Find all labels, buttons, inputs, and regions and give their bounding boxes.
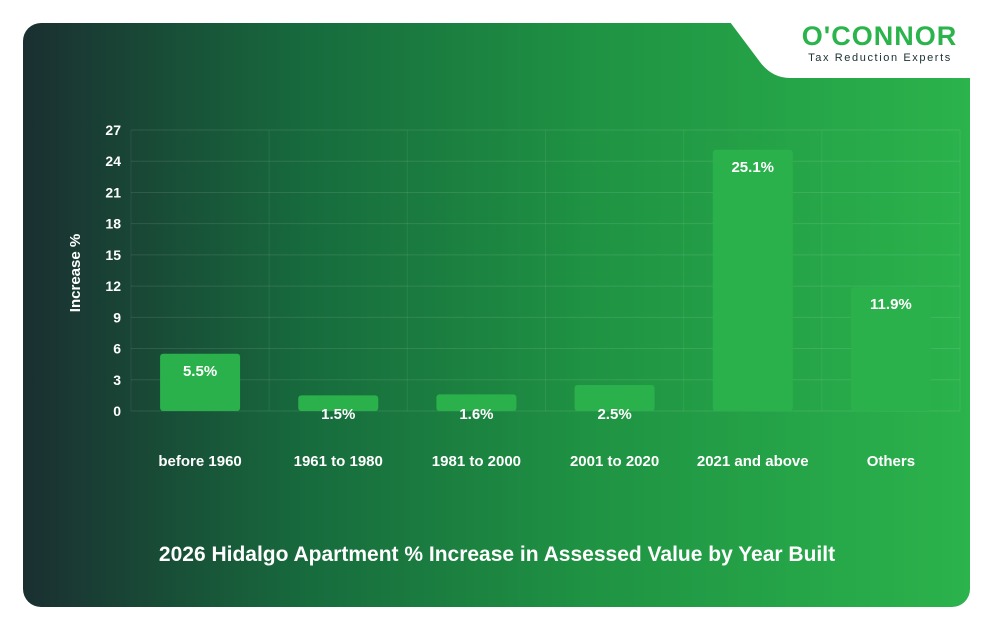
chart-card [23,23,970,607]
y-tick-label: 6 [113,341,121,357]
bar-4 [712,149,793,411]
data-label: 25.1% [731,159,774,176]
y-tick-label: 27 [105,122,121,138]
y-tick-label: 3 [113,372,121,388]
data-label: 5.5% [183,363,217,380]
data-label: 1.5% [321,406,355,423]
x-axis-ticks: before 1960 1961 to 1980 1981 to 2000 2001 … [158,453,915,470]
y-axis-label: Increase % [67,234,84,312]
y-tick-label: 9 [113,309,121,325]
y-tick-label: 21 [105,184,121,200]
x-tick-label: 2001 to 2020 [570,453,659,470]
y-axis-ticks: 0 3 6 9 12 15 18 21 24 27 [105,122,121,419]
bar-0 [160,353,241,411]
y-tick-label: 0 [113,403,121,419]
data-label: 1.6% [459,406,493,423]
y-tick-label: 15 [105,247,121,263]
x-tick-label: 2021 and above [697,453,809,470]
logo-tagline: Tax Reduction Experts [808,52,952,64]
data-label: 2.5% [597,406,631,423]
logo-wordmark: O'CONNOR [801,21,958,51]
data-label: 11.9% [870,296,912,313]
y-tick-label: 18 [105,216,121,232]
y-tick-label: 12 [105,278,121,294]
bar-2 [436,394,517,411]
logo-notch-shape [730,22,994,100]
bar-3 [574,384,655,411]
x-tick-label: 1981 to 2000 [432,453,521,470]
x-tick-label: Others [867,453,915,470]
grid-lines [130,129,961,412]
chart-title: 2026 Hidalgo Apartment % Increase in Ass… [158,543,836,566]
x-tick-label: before 1960 [158,453,241,470]
bar-5 [850,287,931,411]
y-tick-label: 24 [105,153,121,169]
bars: 5.5% 1.5% 1.6% 2.5% 25.1% 11.9% [160,149,931,423]
bar-1 [298,395,379,411]
x-tick-label: 1961 to 1980 [294,453,383,470]
